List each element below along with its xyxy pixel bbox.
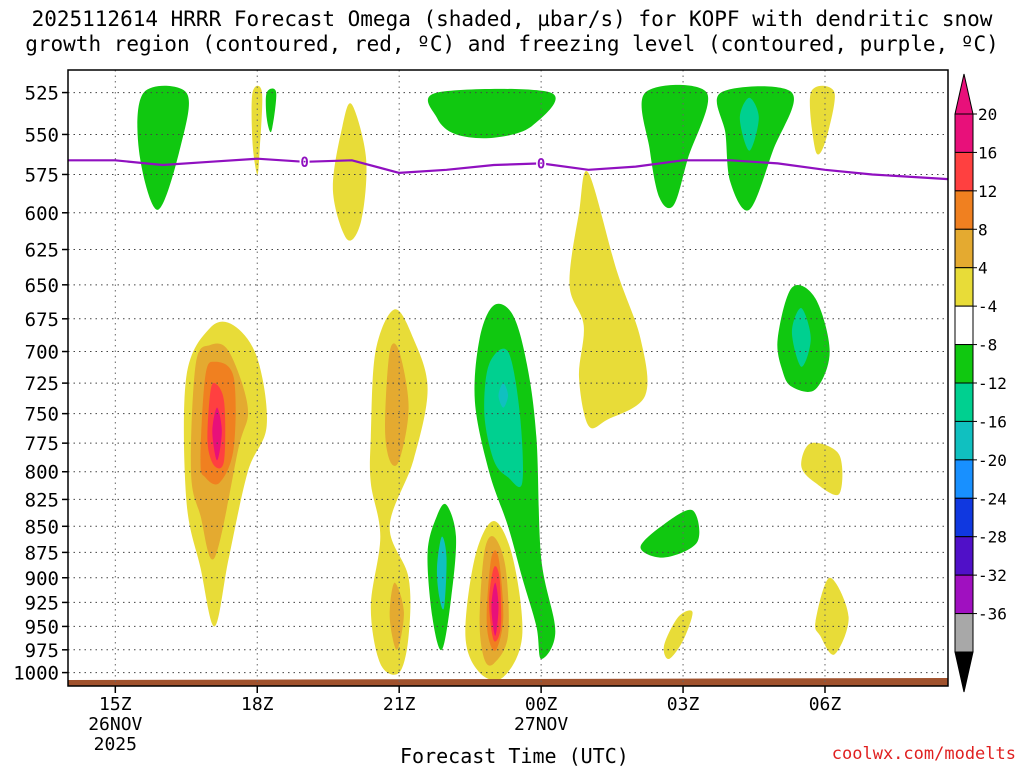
y-tick-label-1000: 1000 [13, 663, 59, 685]
omega-region-descent-18z-20 [212, 407, 222, 461]
freezing-label-bg-1 [536, 155, 547, 171]
y-tick-label-975: 975 [25, 640, 59, 662]
y-tick-label-625: 625 [25, 240, 59, 262]
omega-region-descent-03z-low [663, 610, 693, 660]
colorbar-label-1: 16 [978, 143, 997, 162]
y-tick-label-850: 850 [25, 516, 59, 538]
y-tick-label-900: 900 [25, 568, 59, 590]
colorbar-swatch-2 [954, 190, 974, 230]
colorbar-label-5: -4 [978, 297, 997, 316]
x-tick-date-00Z: 27NOV [514, 714, 568, 735]
colorbar-label-2: 12 [978, 182, 997, 201]
omega-region-descent-05z-mid [801, 442, 843, 496]
y-tick-label-550: 550 [25, 124, 59, 146]
y-tick-label-575: 575 [25, 164, 59, 186]
x-tick-label-21Z: 21Z [383, 694, 416, 715]
chart-title-line-1: 2025112614 HRRR Forecast Omega (shaded, … [31, 7, 993, 31]
omega-region-ascent-22z-low-12 [436, 536, 447, 610]
x-axis-label: Forecast Time (UTC) [400, 744, 629, 768]
colorbar-label-9: -20 [978, 451, 1007, 470]
freezing-level-label-0: 0 [300, 155, 308, 171]
omega-region-descent-21z-band [369, 309, 428, 675]
y-tick-label-600: 600 [25, 203, 59, 225]
y-tick-label-950: 950 [25, 616, 59, 638]
omega-region-descent-21z-8b [389, 582, 404, 650]
colorbar-label-10: -24 [978, 489, 1007, 508]
colorbar-swatch-0 [954, 113, 974, 153]
colorbar-swatch-7 [954, 382, 974, 422]
x-tick-label-00Z: 00Z [525, 694, 558, 715]
y-tick-label-800: 800 [25, 462, 59, 484]
chart-title-line-2: growth region (contoured, red, ºC) and f… [25, 32, 999, 56]
omega-region-ascent-22z-top [427, 88, 556, 139]
omega-region-descent-00z-20 [491, 582, 499, 636]
omega-region-descent-19z-small [332, 103, 367, 241]
y-tick-label-725: 725 [25, 373, 59, 395]
colorbar-swatch-5 [954, 305, 974, 346]
omega-region-descent-06z-top [809, 85, 835, 155]
y-tick-label-525: 525 [25, 83, 59, 105]
colorbar-swatch-8 [954, 420, 974, 461]
colorbar-swatch-13 [954, 613, 974, 653]
colorbar-label-12: -32 [978, 566, 1007, 585]
omega-region-ascent-23z-12 [484, 348, 524, 488]
omega-region-ascent-05z-mid-12 [791, 308, 811, 367]
colorbar-label-3: 8 [978, 220, 988, 239]
y-tick-label-650: 650 [25, 275, 59, 297]
omega-region-ascent-04z-12 [739, 97, 759, 151]
x-tick-label-15Z: 15Z [99, 694, 132, 715]
omega-region-descent-17z-thin [251, 85, 263, 175]
colorbar-bottom-arrow [954, 651, 974, 693]
x-tick-date-15Z: 26NOV [88, 714, 142, 735]
omega-region-ascent-03z-low [640, 509, 700, 558]
colorbar-label-6: -8 [978, 336, 997, 355]
y-tick-label-775: 775 [25, 433, 59, 455]
colorbar-label-13: -36 [978, 605, 1007, 624]
omega-region-descent-06z-low [815, 577, 849, 655]
y-tick-label-825: 825 [25, 489, 59, 511]
site-credit: coolwx.com/modelts [831, 744, 1016, 764]
omega-region-ascent-23z-16 [498, 383, 508, 408]
colorbar-label-4: 4 [978, 259, 988, 278]
x-tick-label-06Z: 06Z [809, 694, 842, 715]
colorbar-swatch-3 [954, 228, 974, 269]
y-tick-label-700: 700 [25, 342, 59, 364]
omega-region-ascent-02z-top [641, 84, 709, 209]
terrain-strip [68, 678, 948, 686]
y-tick-label-675: 675 [25, 309, 59, 331]
colorbar-swatch-11 [954, 536, 974, 576]
colorbar-label-11: -28 [978, 528, 1007, 547]
freezing-level-line [68, 157, 948, 181]
colorbar-label-7: -12 [978, 374, 1007, 393]
plot-frame [67, 69, 949, 687]
x-tick-year-15Z: 2025 [94, 734, 137, 755]
omega-region-descent-01z-tongue [569, 171, 648, 429]
colorbar-swatch-12 [954, 574, 974, 615]
omega-region-ascent-04z-top [716, 86, 794, 211]
colorbar-swatch-6 [954, 344, 974, 384]
freezing-level-label-1: 0 [537, 156, 545, 172]
colorbar-swatch-9 [954, 459, 974, 499]
colorbar-swatch-4 [954, 267, 974, 307]
colorbar-swatch-1 [954, 151, 974, 192]
colorbar-label-8: -16 [978, 412, 1007, 431]
freezing-label-bg-0 [299, 153, 310, 169]
colorbar-top-arrow [954, 73, 974, 115]
colorbar-label-0: 20 [978, 105, 997, 124]
omega-region-descent-21z-8 [385, 343, 409, 466]
y-tick-label-925: 925 [25, 592, 59, 614]
colorbar-swatch-10 [954, 497, 974, 538]
y-tick-label-750: 750 [25, 404, 59, 426]
y-tick-label-875: 875 [25, 542, 59, 564]
omega-region-ascent-17z-thin [265, 88, 277, 133]
x-tick-label-18Z: 18Z [241, 694, 274, 715]
x-tick-label-03Z: 03Z [667, 694, 700, 715]
omega-region-ascent-16z-top [137, 85, 189, 210]
